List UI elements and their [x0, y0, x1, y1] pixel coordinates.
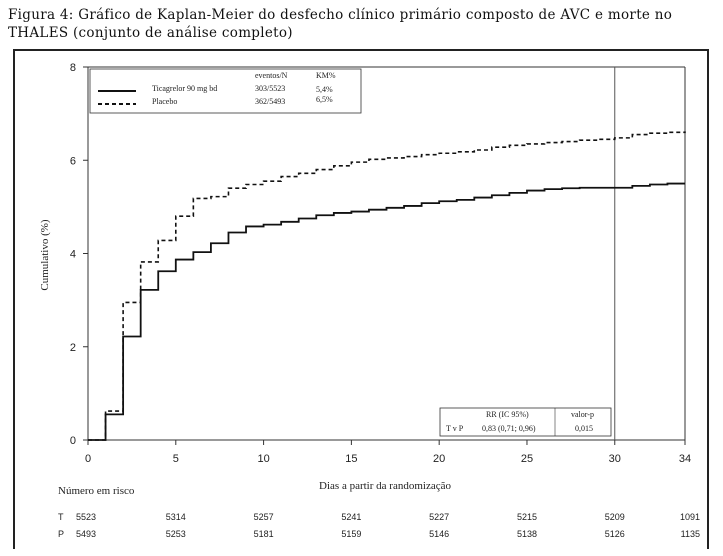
y-tick-label: 2 [70, 342, 76, 354]
x-tick-label: 15 [345, 453, 357, 465]
x-axis-label: Dias a partir da randomização [319, 480, 451, 492]
risk-table-cell: 5146 [429, 529, 449, 539]
legend-km-placebo: 6,5% [316, 95, 333, 104]
legend: eventos/N KM% Ticagrelor 90 mg bd 303/55… [89, 68, 362, 114]
risk-table-cell: 5181 [254, 529, 274, 539]
x-tick-label: 10 [257, 453, 269, 465]
series-placebo-line [88, 131, 686, 441]
legend-events-placebo: 362/5493 [255, 97, 285, 106]
legend-km-ticagrelor: 5,4% [316, 85, 333, 94]
legend-label-ticagrelor: Ticagrelor 90 mg bd [152, 84, 217, 93]
figure-frame [13, 49, 709, 549]
stats-header-p: valor-p [571, 410, 594, 419]
stats-p-value: 0,015 [575, 424, 593, 433]
stats-hr-value: 0,83 (0,71; 0,96) [482, 424, 536, 433]
stats-header-hr: RR (IC 95%) [486, 410, 529, 419]
risk-table-cell: 5493 [76, 529, 96, 539]
y-tick-label: 0 [70, 435, 76, 447]
y-tick-label: 6 [70, 155, 76, 167]
risk-table-cell: 5227 [429, 512, 449, 522]
risk-table: T 5523 5314 5257 5241 5227 5215 5209 1091 P 5493 52… [58, 512, 700, 539]
caption-line-2: THALES (conjunto de análise completo) [8, 25, 293, 41]
y-tick-label: 8 [70, 62, 76, 74]
x-tick-label: 25 [521, 453, 533, 465]
risk-table-cell: 1135 [681, 529, 700, 539]
legend-events-ticagrelor: 303/5523 [255, 84, 285, 93]
x-tick-label: 5 [173, 453, 179, 465]
risk-table-cell: 5138 [517, 529, 537, 539]
risk-table-cell: 5257 [254, 512, 274, 522]
risk-table-title: Número em risco [58, 485, 135, 497]
risk-table-cell: 5241 [341, 512, 361, 522]
x-tick-label: 20 [433, 453, 445, 465]
risk-table-cell: 5215 [517, 512, 537, 522]
risk-row-label: P [58, 529, 64, 539]
risk-table-cell: 5314 [166, 512, 186, 522]
risk-table-cell: 5159 [341, 529, 361, 539]
legend-header-events: eventos/N [255, 71, 288, 80]
risk-table-cell: 5126 [605, 529, 625, 539]
stats-box: RR (IC 95%) valor-p T v P 0,83 (0,71; 0,… [439, 407, 612, 437]
risk-table-cell: 5253 [166, 529, 186, 539]
risk-table-cell: 1091 [680, 512, 700, 522]
y-tick-label: 4 [70, 249, 76, 261]
risk-table-cell: 5209 [605, 512, 625, 522]
x-tick-label: 30 [609, 453, 621, 465]
series-ticagrelor-line [88, 182, 685, 441]
stats-box-frame [439, 407, 612, 437]
legend-label-placebo: Placebo [152, 97, 177, 106]
caption-line-1: Figura 4: Gráfico de Kaplan-Meier do des… [8, 7, 673, 23]
y-axis-label: Cumulativo (%) [39, 219, 51, 291]
risk-table-cell: 5523 [76, 512, 96, 522]
figure-caption: Figura 4: Gráfico de Kaplan-Meier do des… [8, 6, 713, 42]
stats-row-label: T v P [446, 424, 464, 433]
legend-header-km: KM% [316, 71, 336, 80]
x-tick-label: 34 [679, 453, 691, 465]
risk-row-label: T [58, 512, 64, 522]
x-tick-label: 0 [85, 453, 91, 465]
